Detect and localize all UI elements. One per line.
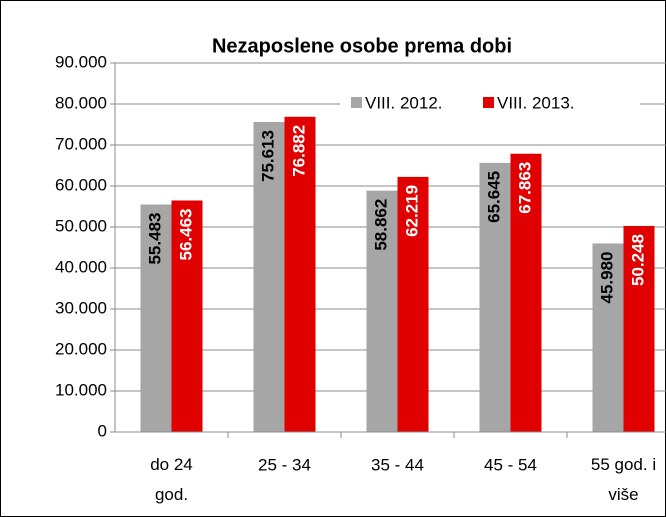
value-label: 56.463: [176, 209, 195, 261]
bar: [510, 153, 542, 432]
y-tick-label: 80.000: [55, 93, 107, 112]
x-tick-label: do 24 god.: [150, 455, 193, 504]
y-tick-label: 30.000: [55, 298, 107, 317]
legend-swatch: [351, 97, 362, 108]
bar: [366, 190, 398, 432]
x-tick-label: 35 - 44: [371, 455, 424, 474]
legend-label: VIII. 2012.: [365, 93, 443, 112]
chart-title: Nezaposlene osobe prema dobi: [212, 35, 512, 57]
y-tick-label: 50.000: [55, 216, 107, 235]
y-tick-label: 90.000: [55, 52, 107, 71]
value-label: 76.882: [289, 125, 308, 177]
bar: [397, 176, 429, 432]
value-label: 45.980: [597, 251, 616, 303]
bar: [479, 162, 511, 432]
value-label: 62.219: [402, 185, 421, 237]
bar: [592, 243, 624, 432]
bar: [253, 121, 285, 433]
x-tick-label: 25 - 34: [258, 455, 311, 474]
y-tick-label: 10.000: [55, 380, 107, 399]
value-label: 50.248: [628, 234, 647, 286]
value-label: 67.863: [515, 162, 534, 214]
y-tick-label: 0: [98, 421, 107, 440]
x-tick-label: 55 god. i više: [591, 455, 656, 504]
bar: [623, 225, 655, 432]
y-tick-label: 70.000: [55, 134, 107, 153]
legend-label: VIII. 2013.: [497, 93, 575, 112]
value-label: 55.483: [145, 213, 164, 265]
value-label: 75.613: [258, 130, 277, 182]
y-tick-label: 40.000: [55, 257, 107, 276]
value-label: 65.645: [484, 171, 503, 223]
x-tick-label: 45 - 54: [484, 455, 537, 474]
bar: [171, 200, 203, 432]
bar: [284, 116, 316, 432]
y-tick-label: 20.000: [55, 339, 107, 358]
bar: [140, 204, 172, 432]
legend-swatch: [483, 97, 494, 108]
value-label: 58.862: [371, 199, 390, 251]
y-tick-label: 60.000: [55, 175, 107, 194]
